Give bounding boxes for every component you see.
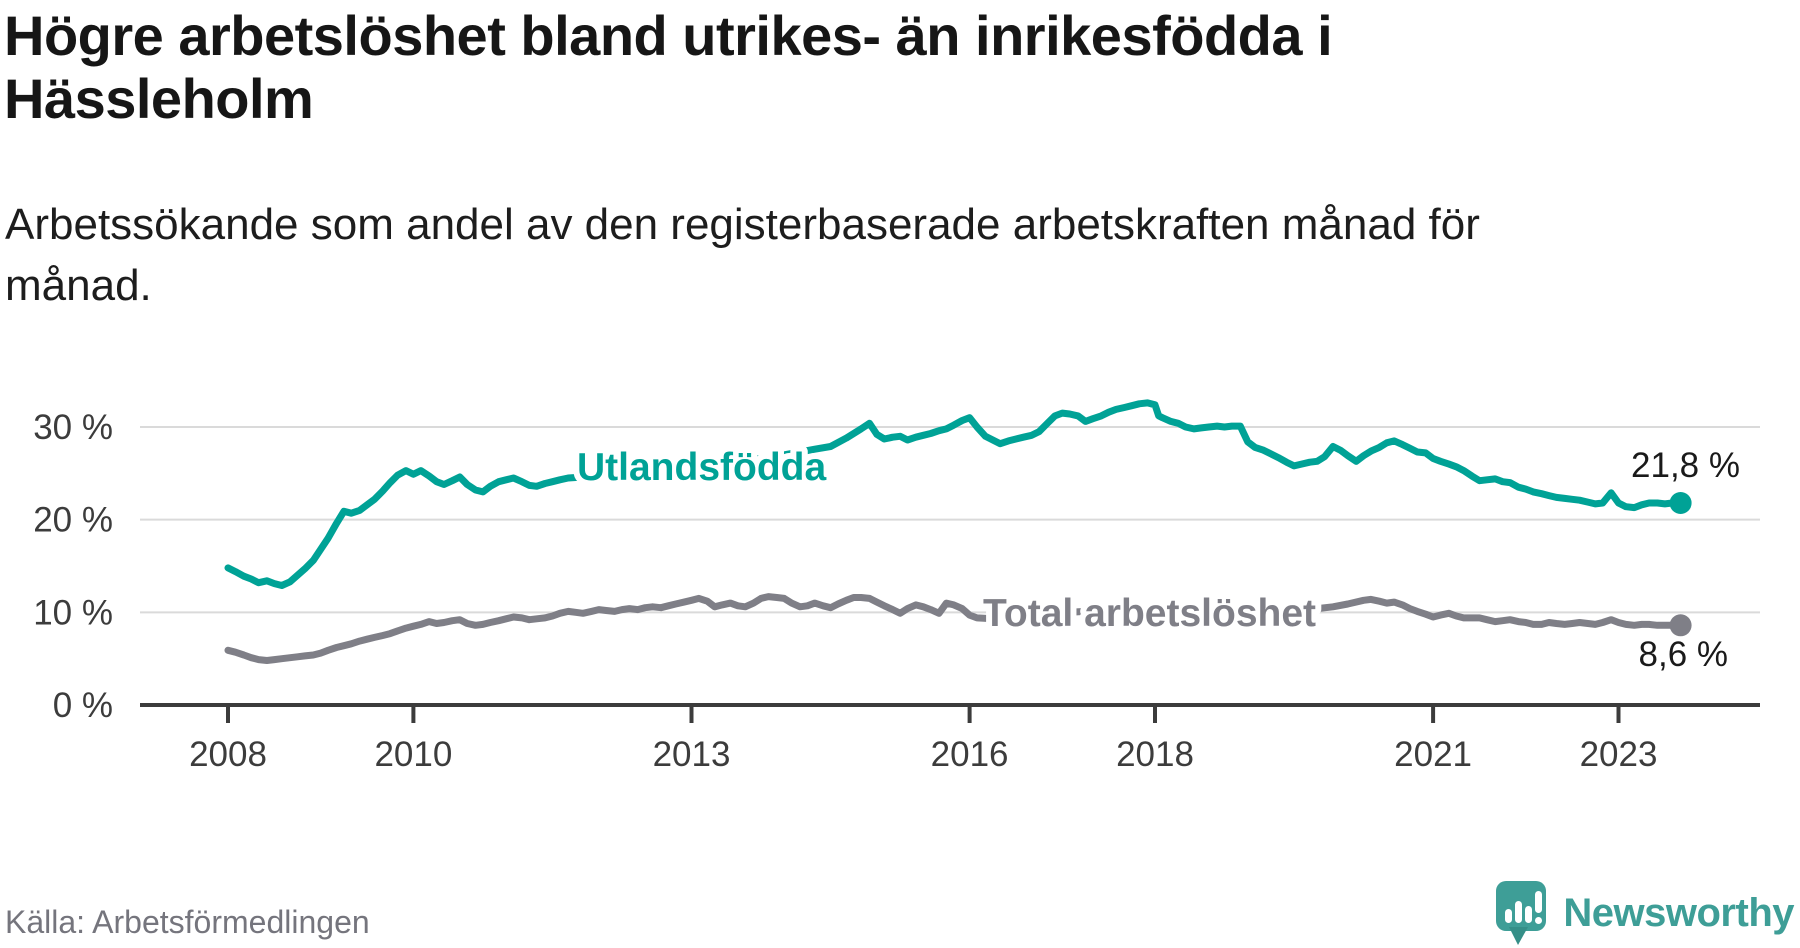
x-axis-tick-label: 2018 (1116, 735, 1194, 774)
end-value-label-total: 8,6 % (1639, 635, 1729, 674)
series-lines (224, 399, 1692, 664)
source-note: Källa: Arbetsförmedlingen (5, 904, 370, 940)
series-end-dot-0 (1669, 491, 1692, 514)
series-line-0 (224, 399, 1685, 589)
series-label-utlandsfodda: Utlandsfödda (577, 446, 826, 489)
series-end-dot-1 (1669, 614, 1692, 637)
x-axis-tick-label: 2016 (931, 735, 1009, 774)
brand-lockup: Newsworthy (1496, 878, 1794, 948)
series-line-1 (224, 593, 1685, 664)
page-title: Högre arbetslöshet bland utrikes- än inr… (4, 4, 1333, 130)
x-axis-tick-label: 2013 (653, 735, 731, 774)
end-value-label-utlandsfodda: 21,8 % (1631, 446, 1740, 485)
y-axis-tick-label: 30 % (33, 408, 113, 447)
gridlines (140, 425, 1760, 614)
x-axis: 2008 2010 2013 2016 2018 2021 2023 (140, 703, 1760, 774)
y-axis-tick-label: 0 % (53, 686, 113, 725)
x-axis-tick-label: 2008 (189, 735, 267, 774)
x-axis-tick-label: 2010 (374, 735, 452, 774)
y-axis-labels: 0 % 10 % 20 % 30 % (33, 408, 113, 725)
y-axis-tick-label: 20 % (33, 501, 113, 540)
newsworthy-logo-icon (1496, 881, 1547, 945)
brand-name: Newsworthy (1563, 891, 1794, 935)
page-subtitle: Arbetssökande som andel av den registerb… (5, 200, 1480, 310)
series-label-total-arbetsloshet: Total arbetslöshet (983, 592, 1316, 635)
y-axis-tick-label: 10 % (33, 593, 113, 632)
x-axis-tick-label: 2023 (1580, 735, 1658, 774)
x-axis-tick-label: 2021 (1394, 735, 1472, 774)
